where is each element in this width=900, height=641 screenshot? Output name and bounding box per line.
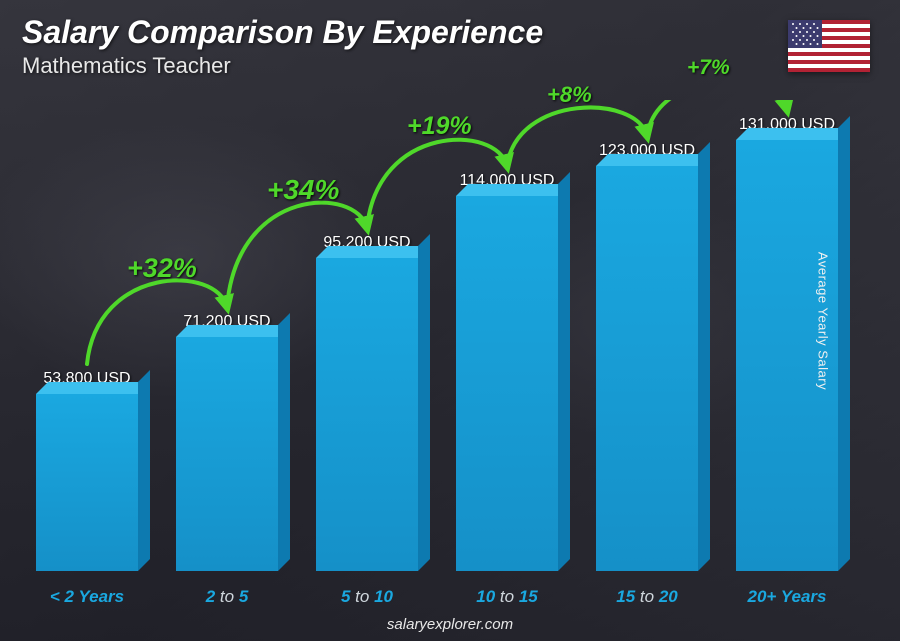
footer-attribution: salaryexplorer.com [0,616,900,633]
bar-wrap: 95,200 USD [316,100,418,571]
bar [456,196,558,571]
bar [596,166,698,571]
bar [36,394,138,571]
chart-title: Salary Comparison By Experience [22,14,543,51]
country-flag-us [788,20,870,72]
bar-wrap: 123,000 USD [596,100,698,571]
category-label: < 2 Years [36,587,138,607]
y-axis-label: Average Yearly Salary [815,251,830,389]
category-labels: < 2 Years 2 to 5 5 to 10 10 to 15 15 to 20 20… [26,587,848,607]
category-label: 20+ Years [736,587,838,607]
category-label: 5 to 10 [316,587,418,607]
category-label: 15 to 20 [596,587,698,607]
bar-wrap: 71,200 USD [176,100,278,571]
bars-container: 53,800 USD 71,200 USD 95,200 USD 114,000 US… [26,100,848,571]
category-label: 2 to 5 [176,587,278,607]
bar-wrap: 114,000 USD [456,100,558,571]
chart-subtitle: Mathematics Teacher [22,53,543,79]
category-label: 10 to 15 [456,587,558,607]
chart-area: 53,800 USD 71,200 USD 95,200 USD 114,000 US… [26,100,848,571]
bar [316,258,418,571]
header: Salary Comparison By Experience Mathemat… [22,14,543,79]
bar-wrap: 53,800 USD [36,100,138,571]
bar [176,337,278,571]
